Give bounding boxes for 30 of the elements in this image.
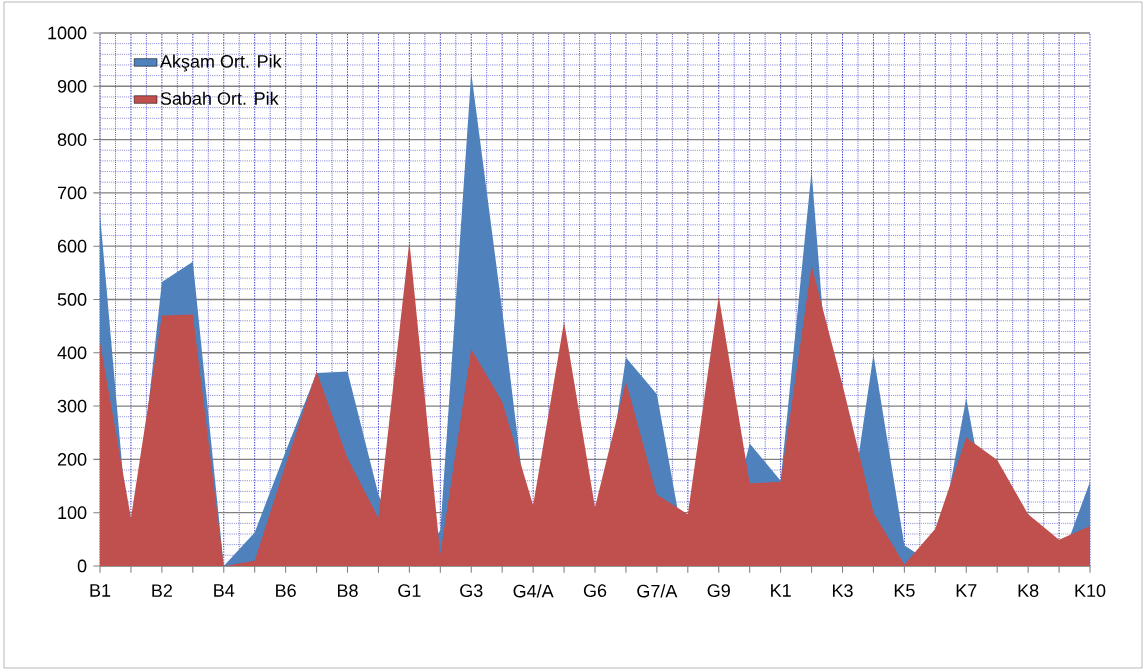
y-tick-label: 500 [57,293,87,306]
x-tick-label: G4/A [513,584,554,598]
y-tick-label: 200 [57,453,87,466]
y-tick-label: 700 [57,186,87,200]
x-tick-label: G3 [460,584,483,597]
x-tick-label: B2 [152,584,172,597]
x-tick-label: B4 [214,584,235,597]
x-tick-label: K3 [832,584,853,597]
x-tick-label: G1 [398,584,421,597]
legend-label: Sabah Ort. Pik [160,91,279,105]
x-tick-label: K5 [894,584,915,597]
x-tick-label: K1 [771,584,791,597]
x-tick-label: K7 [956,584,977,597]
y-tick-label: 1000 [48,26,87,40]
x-tick-label: G6 [583,584,607,597]
x-tick-label: G9 [707,584,730,597]
legend-label: Akşam Ort. Pik [159,54,282,72]
y-tick-label: 900 [57,79,87,93]
y-tick-label: 800 [57,133,87,146]
y-tick-label: 400 [57,346,87,360]
x-tick-label: B6 [276,584,296,597]
x-tick-label: G7/A [637,584,678,598]
y-tick-label: 100 [58,506,87,520]
x-tick-label: K10 [1075,584,1106,597]
y-tick-label: 0 [77,559,87,573]
x-tick-label: K8 [1018,584,1039,597]
x-tick-label: B1 [90,584,111,597]
x-tick-label: B8 [337,584,358,597]
y-tick-label: 600 [57,239,87,253]
y-tick-label: 300 [57,399,87,413]
